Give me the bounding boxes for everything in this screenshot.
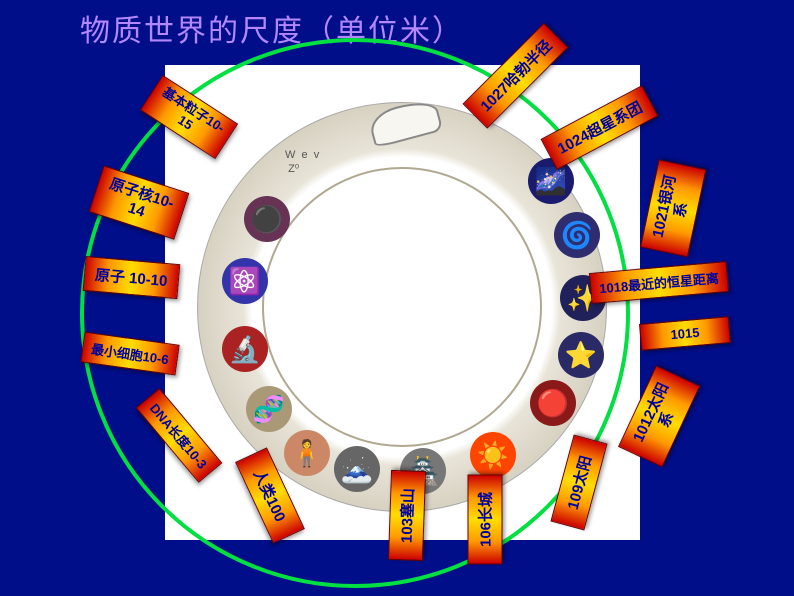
scale-icon: 🌀 [554,212,600,258]
scale-tag: 1021银河系 [640,159,706,257]
ring-inner [262,167,542,447]
scale-icon: 🔴 [530,380,576,426]
scale-tag: 106长城 [468,475,503,565]
particle-labels: W e v Z⁰ [285,148,319,176]
snake-head-icon [370,105,450,165]
scale-icon: 🌌 [528,158,574,204]
scale-icon: 🔬 [222,326,268,372]
scale-icon: ⚫ [244,196,290,242]
scale-icon: ⚛️ [222,258,268,304]
scale-icon: 🗻 [334,446,380,492]
scale-icon: 🧬 [246,386,292,432]
scale-tag: 1015 [639,316,731,351]
scale-icon: ⭐ [558,332,604,378]
scale-tag: 103塞山 [388,470,426,561]
scale-icon: 🧍 [284,430,330,476]
scale-icon: ☀️ [470,432,516,478]
